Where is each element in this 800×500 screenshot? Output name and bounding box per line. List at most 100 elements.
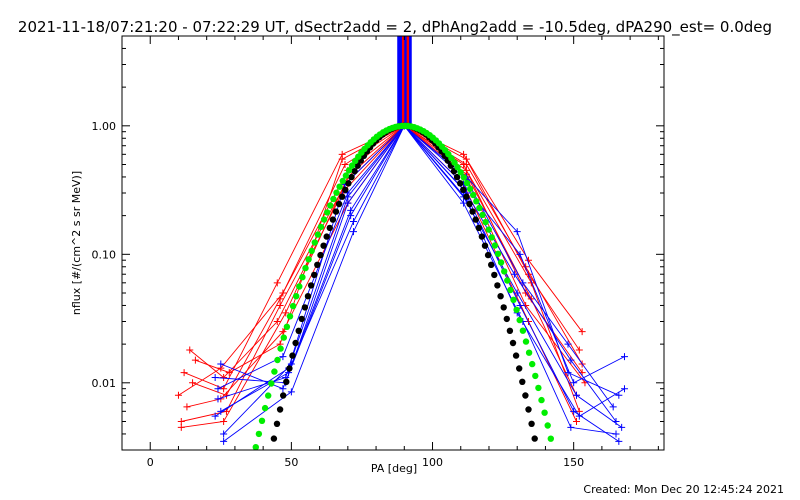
model-point-green <box>261 404 269 412</box>
series-point-blue <box>567 423 575 431</box>
model-point-black <box>314 261 321 268</box>
x-tick-label: 0 <box>147 456 154 469</box>
model-point-green <box>345 167 353 174</box>
chart-title: 2021-11-18/07:21:20 - 07:22:29 UT, dSect… <box>18 18 772 37</box>
series-line-red <box>189 125 583 379</box>
model-point-green <box>516 316 523 324</box>
series-point-red <box>462 160 470 168</box>
series-point-blue <box>344 193 352 201</box>
series-point-red <box>174 391 182 399</box>
series-point-blue <box>349 228 357 236</box>
model-point-green <box>460 174 468 181</box>
model-point-black <box>522 392 529 399</box>
x-tick-label: 50 <box>284 456 298 469</box>
model-point-green <box>274 356 281 364</box>
y-tick-label: 0.01 <box>92 377 117 390</box>
model-point-black <box>469 208 476 215</box>
series-point-blue <box>615 437 623 445</box>
model-point-green <box>252 444 259 450</box>
model-point-black <box>463 193 470 200</box>
vertical-band-stripe <box>399 36 403 126</box>
model-point-black <box>345 180 352 187</box>
model-point-green <box>479 211 486 219</box>
series-point-red <box>220 417 228 425</box>
series-point-blue <box>615 391 623 399</box>
series-point-blue <box>211 412 219 420</box>
model-point-green <box>519 327 527 334</box>
model-point-black <box>516 365 523 372</box>
model-point-green <box>541 409 548 416</box>
series-point-blue <box>513 289 521 297</box>
series-point-red <box>225 369 233 377</box>
model-point-black <box>509 339 517 347</box>
model-point-green <box>327 202 334 209</box>
series-point-red <box>191 356 199 364</box>
series-point-red <box>186 346 194 354</box>
series-point-blue <box>516 250 524 258</box>
model-point-black <box>339 193 346 200</box>
model-point-green <box>258 417 266 424</box>
model-point-green <box>277 345 284 352</box>
series-point-blue <box>572 391 580 399</box>
model-point-green <box>476 204 483 212</box>
series-point-blue <box>609 403 617 411</box>
model-point-green <box>470 191 477 199</box>
data-layer <box>174 36 628 450</box>
x-tick-label: 100 <box>422 456 443 469</box>
model-point-green <box>286 313 294 320</box>
series-point-red <box>276 295 284 303</box>
model-point-black <box>323 233 330 240</box>
series-point-blue <box>220 430 228 438</box>
series-point-red <box>341 160 349 168</box>
model-point-green <box>342 172 350 179</box>
created-footer: Created: Mon Dec 20 12:45:24 2021 <box>583 483 784 496</box>
series-point-blue <box>575 412 583 420</box>
series-point-red <box>220 373 228 381</box>
series-point-red <box>183 403 191 411</box>
model-point-black <box>283 378 290 385</box>
series-point-red <box>177 423 185 431</box>
series-point-blue <box>279 385 287 393</box>
series-point-blue <box>612 430 620 438</box>
model-point-green <box>535 384 542 392</box>
plot-frame <box>121 35 665 451</box>
model-point-black <box>453 173 461 181</box>
series-point-red <box>527 295 535 303</box>
series-point-red <box>282 309 290 317</box>
model-point-green <box>522 338 530 345</box>
model-point-green <box>314 231 322 238</box>
model-point-black <box>478 233 486 240</box>
model-point-green <box>457 169 464 176</box>
y-tick-label: 0.10 <box>92 248 117 261</box>
model-point-black <box>298 315 305 323</box>
model-point-green <box>513 306 520 313</box>
model-point-black <box>311 271 318 279</box>
series-point-blue <box>519 279 527 287</box>
model-point-green <box>311 239 318 246</box>
model-point-green <box>339 177 346 185</box>
vertical-band-stripe <box>404 36 408 126</box>
model-point-black <box>484 251 492 259</box>
model-point-green <box>510 296 517 303</box>
model-point-black <box>512 352 520 359</box>
model-point-green <box>296 283 303 290</box>
series-point-blue <box>620 353 628 361</box>
model-point-black <box>506 327 514 334</box>
series-point-blue <box>211 373 219 381</box>
model-point-green <box>265 392 272 399</box>
model-point-green <box>280 334 287 341</box>
series-point-blue <box>279 353 287 361</box>
vertical-band-stripe <box>397 36 400 126</box>
series-point-red <box>189 379 197 387</box>
model-point-green <box>324 209 331 216</box>
series-point-blue <box>214 385 222 393</box>
y-tick-label: 1.00 <box>92 120 117 133</box>
series-point-red <box>575 346 583 354</box>
series-point-blue <box>217 360 225 368</box>
model-point-black <box>335 200 343 208</box>
model-point-black <box>500 304 507 311</box>
model-point-black <box>497 293 504 300</box>
model-point-black <box>307 282 315 289</box>
model-point-black <box>342 186 349 193</box>
model-point-black <box>525 406 532 413</box>
